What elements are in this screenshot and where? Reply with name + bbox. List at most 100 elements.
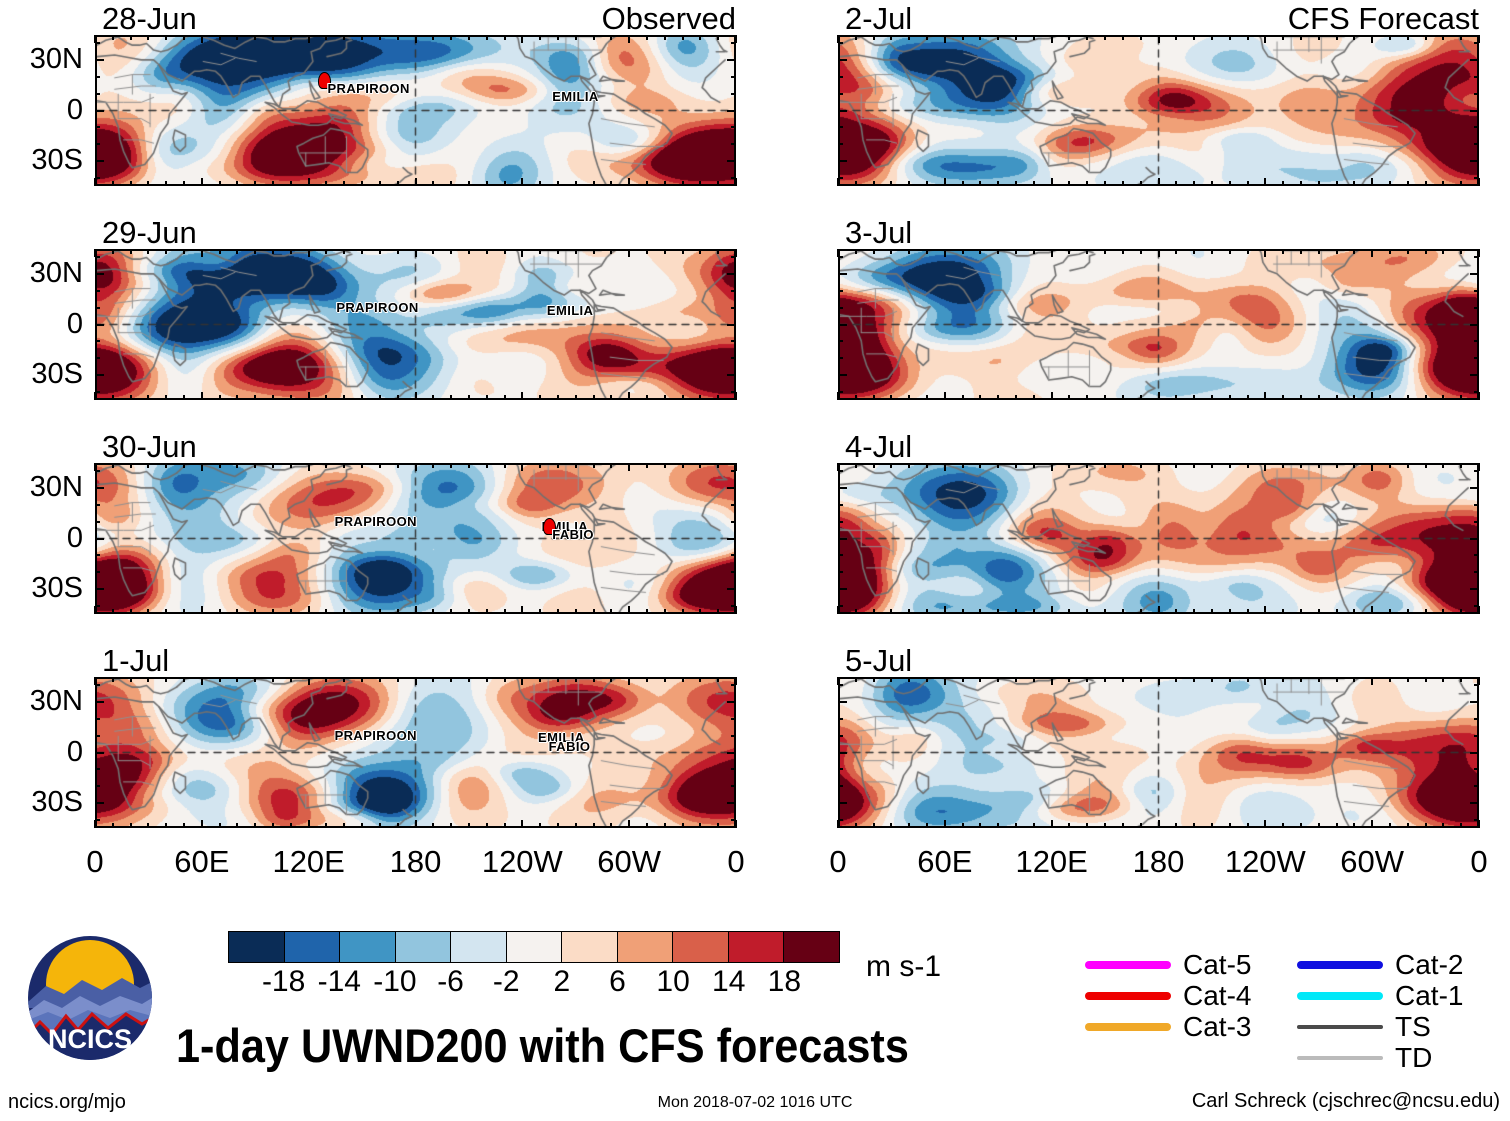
x-axis-tick	[908, 35, 911, 40]
colorbar-tick-label: -18	[261, 965, 306, 998]
y-axis-tick	[727, 701, 736, 704]
x-axis-tick	[485, 395, 488, 400]
x-axis-tick	[129, 823, 132, 828]
x-axis-tick	[1371, 606, 1374, 614]
x-axis-tick	[1068, 463, 1071, 468]
legend-label: Cat-2	[1395, 949, 1464, 980]
legend-row-cat-2: Cat-2	[1297, 949, 1464, 980]
x-axis-tick	[1068, 249, 1071, 254]
x-axis-tick	[1299, 823, 1302, 828]
x-axis-tick	[343, 35, 346, 40]
x-axis-tick	[943, 249, 946, 257]
x-axis-tick	[1478, 463, 1480, 471]
x-axis-tick	[432, 181, 435, 186]
x-axis-tick	[1139, 463, 1142, 468]
x-axis-tick	[961, 823, 964, 828]
y-axis-tick	[731, 554, 736, 557]
colorbar-swatch-1	[284, 932, 341, 962]
x-axis-tick	[699, 395, 702, 400]
x-axis-tick	[1406, 823, 1409, 828]
x-axis-tick	[396, 395, 399, 400]
x-axis-tick	[1282, 249, 1285, 254]
x-axis-tick	[432, 395, 435, 400]
y-axis-tick	[95, 59, 104, 62]
x-axis-tick	[735, 249, 737, 257]
x-axis-tick	[1442, 463, 1445, 468]
x-axis-tick	[1175, 395, 1178, 400]
y-axis-tick	[95, 390, 100, 393]
x-axis-tick	[1371, 249, 1374, 257]
x-axis-tick	[872, 249, 875, 254]
colorbar-tick-label: 6	[609, 965, 626, 998]
y-axis-tick	[731, 143, 736, 146]
y-axis-tick	[727, 273, 736, 276]
x-axis-tick	[432, 677, 435, 682]
y-axis-tick	[95, 587, 104, 590]
x-axis-tick	[1478, 820, 1480, 828]
x-axis-tick	[503, 677, 506, 682]
x-axis-tick	[254, 823, 257, 828]
x-axis-tick	[165, 35, 168, 40]
x-axis-tick	[1317, 35, 1320, 40]
x-axis-tick	[610, 395, 613, 400]
x-axis-tick	[872, 823, 875, 828]
x-axis-tick	[396, 677, 399, 682]
x-axis-tick	[503, 609, 506, 614]
x-axis-tick	[1388, 249, 1391, 254]
x-axis-tick	[432, 463, 435, 468]
x-axis-tick	[1104, 181, 1107, 186]
x-axis-tick	[961, 249, 964, 254]
storm-label-emilia: EMILIA	[552, 89, 599, 105]
x-axis-tick	[361, 677, 364, 682]
x-axis-tick	[450, 677, 453, 682]
x-axis-tick	[414, 463, 417, 471]
x-axis-tick	[717, 677, 720, 682]
x-axis-tick	[200, 392, 203, 400]
y-axis-tick	[731, 684, 736, 687]
x-axis-tick	[1388, 181, 1391, 186]
x-axis-tick	[1032, 823, 1035, 828]
x-axis-tick	[872, 395, 875, 400]
x-axis-tick	[289, 395, 292, 400]
x-axis-tick	[503, 181, 506, 186]
x-axis-tick	[1478, 677, 1480, 685]
y-axis-tick	[1474, 306, 1479, 309]
x-axis-tick	[592, 463, 595, 468]
x-axis-tick	[485, 181, 488, 186]
x-axis-tick	[1246, 677, 1249, 682]
y-axis-tick	[731, 785, 736, 788]
x-axis-tick	[1139, 677, 1142, 682]
y-axis-tick	[1474, 717, 1479, 720]
y-axis-tick-label: 30S	[31, 143, 83, 176]
x-axis-tick	[200, 35, 203, 43]
x-axis-tick	[1478, 35, 1480, 43]
x-axis-tick	[997, 35, 1000, 40]
x-axis-tick	[1015, 395, 1018, 400]
x-axis-tick	[681, 677, 684, 682]
x-axis-tick	[129, 463, 132, 468]
x-axis-tick	[111, 181, 114, 186]
x-axis-tick	[1424, 249, 1427, 254]
x-axis-tick	[574, 35, 577, 40]
x-axis-tick	[94, 677, 96, 685]
y-axis-tick	[95, 801, 104, 804]
x-axis-tick	[681, 35, 684, 40]
x-axis-tick	[307, 606, 310, 614]
y-axis-tick	[1470, 273, 1479, 276]
x-axis-tick	[1104, 463, 1107, 468]
x-axis-tick	[610, 677, 613, 682]
x-axis-tick	[1353, 823, 1356, 828]
x-axis-tick	[129, 677, 132, 682]
x-axis-tick	[926, 181, 929, 186]
x-axis-tick	[1015, 609, 1018, 614]
x-axis-tick	[521, 392, 524, 400]
footer-url[interactable]: ncics.org/mjo	[8, 1091, 126, 1113]
x-axis-tick	[1015, 823, 1018, 828]
x-axis-tick	[307, 178, 310, 186]
x-axis-tick	[343, 395, 346, 400]
x-axis-tick	[218, 35, 221, 40]
x-axis-tick	[183, 35, 186, 40]
y-axis-tick-label: 0	[66, 307, 83, 340]
x-axis-tick	[1424, 463, 1427, 468]
x-axis-tick	[1282, 677, 1285, 682]
